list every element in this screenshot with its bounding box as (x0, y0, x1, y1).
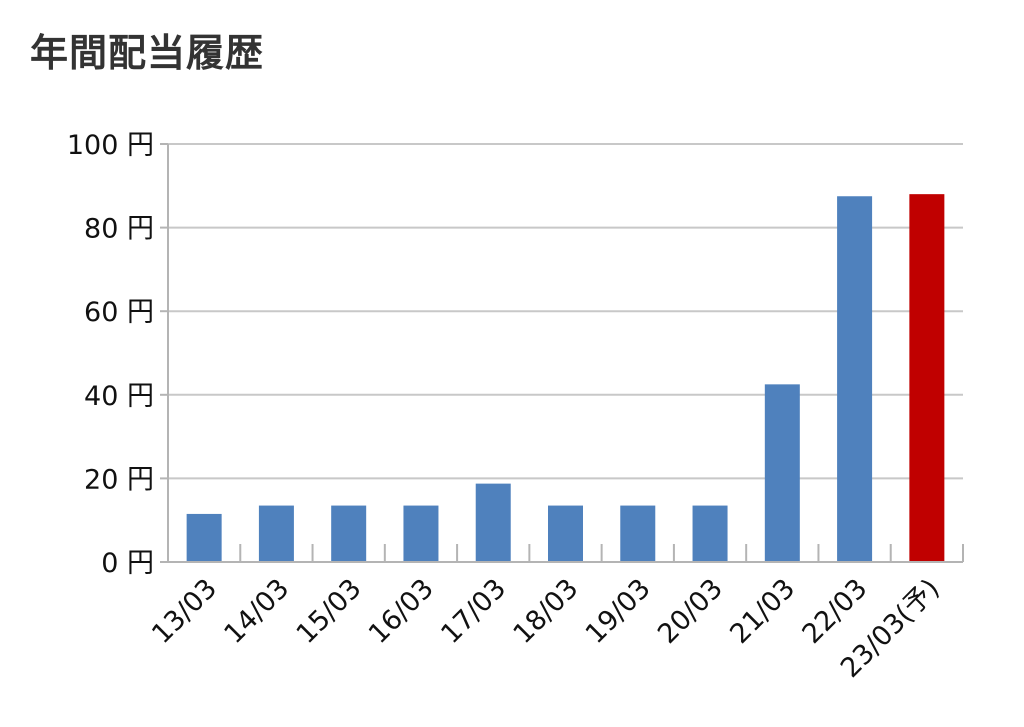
y-tick-label: 0 円 (101, 548, 154, 579)
y-tick-label: 80 円 (84, 214, 154, 245)
gridlines (168, 143, 963, 480)
bar-forecast (909, 194, 945, 562)
bar (548, 505, 583, 562)
y-tick-label: 100 円 (67, 130, 154, 161)
x-tick-label: 21/03 (724, 573, 801, 650)
x-tick-label: 20/03 (652, 573, 729, 650)
x-tick-label: 15/03 (291, 573, 368, 650)
axes (160, 143, 964, 563)
bar (403, 505, 439, 562)
x-tick-label: 18/03 (508, 573, 585, 650)
bars (186, 194, 945, 562)
bar (764, 384, 800, 562)
x-tick-label: 19/03 (580, 573, 657, 650)
x-tick-label: 17/03 (435, 573, 512, 650)
bar (692, 505, 728, 562)
bar (475, 483, 511, 562)
x-tick-labels: 13/0314/0315/0316/0317/0318/0319/0320/03… (146, 573, 946, 684)
y-tick-label: 40 円 (84, 381, 154, 412)
bar (620, 505, 656, 562)
y-tick-label: 60 円 (84, 297, 154, 328)
page-title: 年間配当履歴 (30, 31, 265, 75)
bar (258, 505, 294, 562)
y-tick-labels: 0 円 20 円 40 円 60 円 80 円 100 円 (67, 130, 154, 579)
x-tick-label: 16/03 (363, 573, 440, 650)
bar (186, 513, 222, 562)
x-tick-label: 14/03 (218, 573, 295, 650)
x-tick-label: 13/03 (146, 573, 223, 650)
bar (331, 505, 367, 562)
y-tick-label: 20 円 (84, 464, 154, 495)
bar (837, 196, 873, 562)
